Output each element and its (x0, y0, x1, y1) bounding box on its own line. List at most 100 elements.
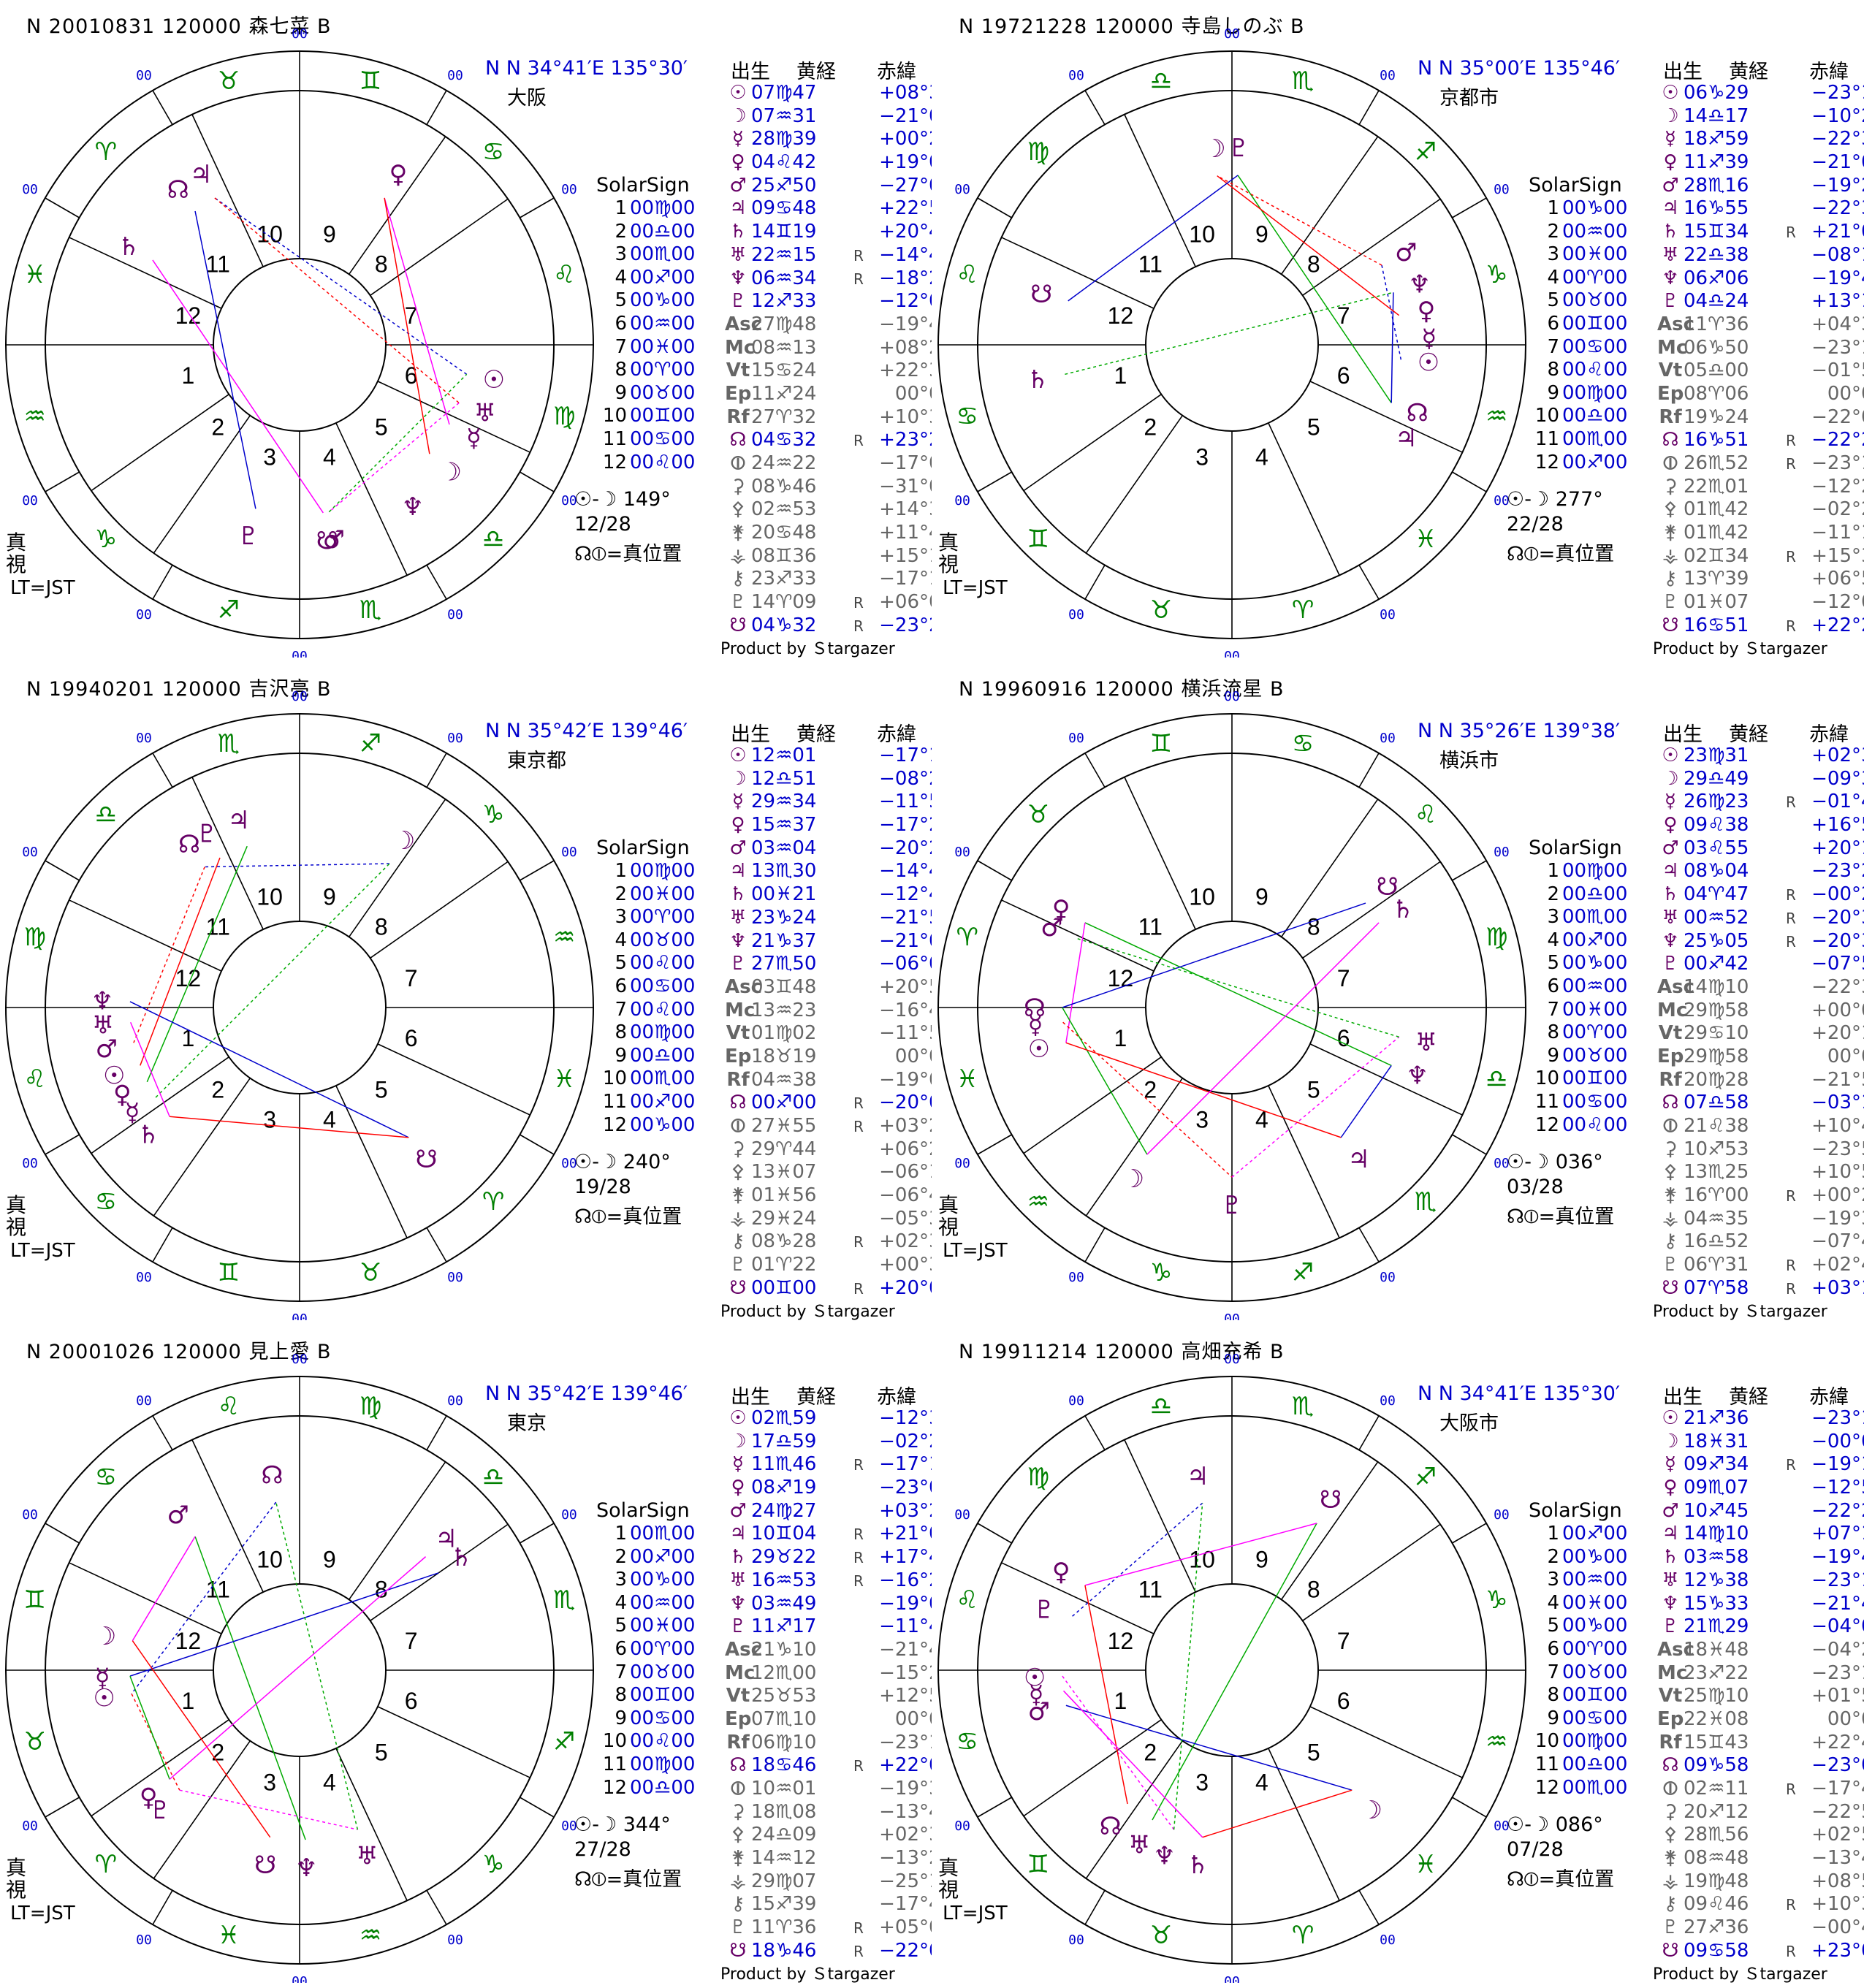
house-number: 2 (1144, 1077, 1157, 1103)
planet-glyph: ☽ (1122, 1165, 1144, 1194)
planet-longitude: 15♊34 (1684, 221, 1749, 243)
moon-phase-degree: 086° (1555, 1813, 1603, 1836)
house-number: 5 (1307, 1740, 1320, 1766)
house-index: 12 (602, 1113, 627, 1136)
planet-row: ☿ 09♐34 R −19°13′ (1657, 1453, 1864, 1477)
house-index: 2 (1547, 883, 1559, 905)
house-number: 8 (375, 913, 388, 940)
point-symbol: Rf (726, 1068, 750, 1091)
house-number: 9 (1255, 1546, 1268, 1572)
point-longitude: 11♈36 (751, 1916, 817, 1939)
house-index: 1 (1547, 860, 1559, 882)
retrograde-flag: R (1786, 1456, 1796, 1474)
aspect-line (1062, 1690, 1203, 1838)
point-declination: −23°16′ (1811, 1661, 1864, 1684)
planet-declination: −10°29′ (1811, 104, 1864, 127)
zodiac-sign-glyph: ♈ (956, 923, 978, 952)
cusp-degree-label: 00 (1494, 845, 1510, 860)
planet-symbol: ♀ (1663, 1477, 1678, 1499)
point-row: Ep18♉19 00°00′ (725, 1046, 932, 1069)
cusp-degree-label: 00 (447, 1270, 463, 1285)
cusp-degree-label: 00 (136, 731, 152, 746)
house-number: 1 (1114, 1025, 1127, 1051)
zodiac-sign-glyph: ♍ (360, 1392, 381, 1421)
point-symbol: ☊ (729, 429, 747, 452)
moon-phase: ☉-☽ 086° (1507, 1813, 1603, 1836)
solar-sign-label: SolarSign (1529, 1499, 1622, 1522)
point-symbol: Ep (725, 1045, 752, 1067)
zodiac-sign-glyph: ♑ (482, 1850, 504, 1879)
planet-declination: −21°08′ (1811, 151, 1864, 174)
planet-longitude: 08♐19 (751, 1477, 817, 1499)
point-longitude: 04♑32 (751, 614, 817, 636)
house-cusp-line (1001, 1562, 1154, 1634)
planet-longitude: 09♏07 (1684, 1477, 1749, 1499)
house-number: 8 (375, 1576, 388, 1602)
house-index: 4 (615, 266, 627, 289)
planet-row: ♀ 09♏07 −12°57′ (1657, 1477, 1864, 1500)
planet-declination: −02°24′ (879, 1430, 932, 1452)
planet-declination: +08°38′ (879, 82, 932, 104)
aspect-line (169, 1556, 427, 1780)
house-index: 3 (615, 243, 627, 266)
point-row: ⦶ 27♓55 R +03°21′ (725, 1115, 932, 1138)
point-longitude: 22♏01 (1684, 475, 1749, 498)
house-cusp-row: 12 00♌00 (1529, 1114, 1628, 1138)
point-row: ⚵ 14♒12 −13°27′ (725, 1847, 932, 1870)
house-index: 2 (1547, 1545, 1559, 1568)
house-cusp-line (1124, 777, 1196, 930)
planet-glyph: ♂ (1395, 238, 1417, 267)
point-symbol: ⦶ (1663, 1778, 1678, 1800)
point-row: ⚶29♓24 −05°34′ (725, 1208, 932, 1231)
house-index: 10 (602, 1730, 627, 1753)
table-header: 出生 黄経 赤緯 (1663, 1381, 1849, 1409)
house-index: 11 (602, 427, 627, 450)
planet-declination: +07°14′ (1811, 1523, 1864, 1545)
lt-label: LT=JST (10, 577, 75, 599)
point-symbol: ⚳ (731, 1800, 745, 1823)
house-index: 9 (1547, 381, 1559, 404)
point-row: ⚳ 18♏08 −13°47′ (725, 1801, 932, 1824)
sun-moon-glyph: ☉-☽ (574, 1813, 623, 1836)
point-row: ⚴ 01♏42 −02°28′ (1657, 498, 1864, 522)
chart-panel: N 20001026 120000 見上愛 B♏100♎200♍300♌400♋… (0, 1325, 932, 1988)
planet-symbol: ☿ (732, 791, 744, 813)
house-cusp-value: 00♊00 (630, 405, 696, 427)
planet-declination: −17°23′ (879, 814, 932, 837)
house-cusp-row: 4 00♓00 (1529, 1592, 1627, 1615)
point-declination: −12°27′ (1811, 475, 1864, 498)
retrograde-flag: R (1786, 1896, 1796, 1914)
node-info: ☊⦶=真位置 (1507, 1868, 1615, 1891)
house-cusp-line (377, 1043, 530, 1116)
cusp-degree-label: 00 (954, 182, 970, 197)
planet-row: ☉23♍31 +02°34′ (1657, 744, 1864, 768)
planet-table: ☉12♒01−17°11′☽12♎51−08°29′☿29♒34−11°58′♀… (725, 744, 932, 1300)
zodiac-sign-glyph: ♈ (95, 137, 117, 167)
zodiac-sign-glyph: ♌ (24, 1065, 46, 1094)
house-cusp-line (335, 1748, 408, 1901)
point-row: ⦶ 02♒11 R −17°46′ (1657, 1778, 1864, 1801)
house-number: 3 (1195, 444, 1209, 471)
point-row: Mc23♐22 −23°16′ (1657, 1662, 1864, 1686)
planet-row: ♅22♒15 R −14°48′ (725, 244, 932, 267)
cusp-degree-label: 00 (1494, 182, 1510, 197)
point-declination: +22°22′ (1811, 614, 1864, 636)
house-cusp-line (335, 1085, 408, 1238)
planet-longitude: 18♓31 (1684, 1430, 1749, 1452)
house-cusp-value: 00♍00 (630, 197, 696, 219)
zodiac-sign-glyph: ♋ (956, 1727, 978, 1756)
house-number: 3 (1195, 1107, 1209, 1133)
aspect-line (328, 373, 468, 513)
planet-symbol: ♆ (729, 267, 747, 289)
house-cusp-value: 00♋00 (1562, 1090, 1628, 1113)
house-cusp-line (1268, 422, 1340, 576)
house-index: 11 (1534, 427, 1559, 450)
planet-longitude: 03♌55 (1684, 837, 1749, 859)
cusp-degree-label: 00 (1068, 1393, 1084, 1409)
house-cusp-row: 2 00♐00 (596, 1546, 695, 1569)
house-index: 3 (1547, 1569, 1559, 1591)
house-index: 5 (615, 952, 627, 975)
planet-glyph: ☉ (103, 1061, 125, 1090)
point-row: ☋18♑46 R −22°07′ (725, 1940, 932, 1963)
point-declination: −13°27′ (879, 1847, 932, 1870)
